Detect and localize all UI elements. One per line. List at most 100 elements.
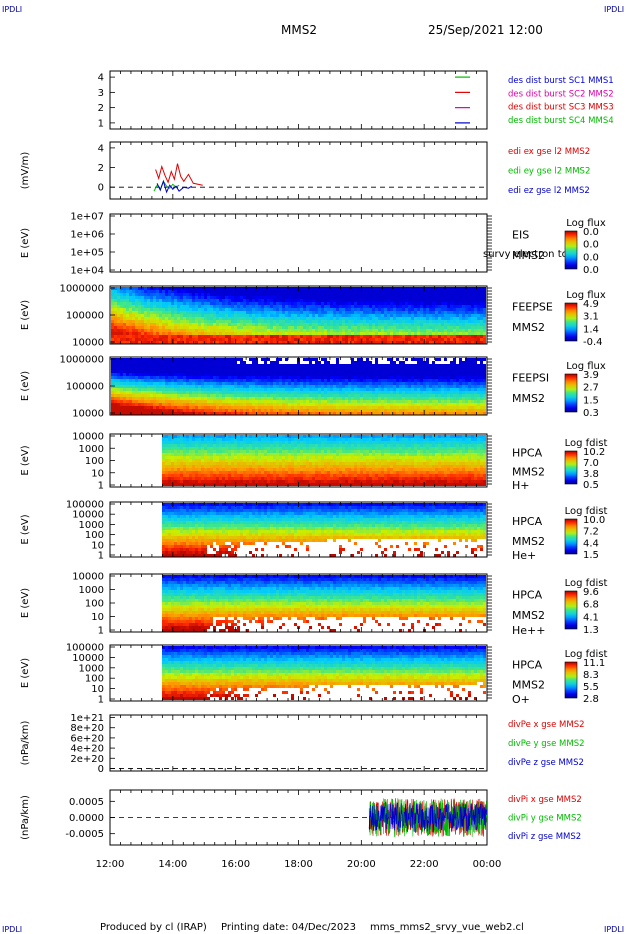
panel-feeps_i-cell [456,367,459,370]
panel-feeps_e-cell [459,290,462,293]
panel-feeps_e-cell [291,317,294,320]
panel-feeps_i-cell [468,382,471,385]
panel-feeps_i-cell [375,406,378,409]
panel-feeps_i-cell [285,370,288,373]
panel-feeps_e-cell [450,320,453,323]
panel-feeps_e-cell [198,299,201,302]
panel-feeps_i-cell [465,364,468,367]
panel-feeps_i-cell [345,388,348,391]
panel-feeps_e-cell [396,341,399,344]
panel-feeps_e-cell [357,290,360,293]
panel-feeps_i-cell [198,409,201,412]
panel-feeps_i-cell [192,397,195,400]
panel-feeps_i-cell [303,373,306,376]
panel-feeps_i-cell [201,382,204,385]
panel-feeps_i-cell [225,406,228,409]
panel-feeps_i-cell [126,394,129,397]
panel-feeps_i-cell [399,361,402,364]
panel-feeps_e-cell [198,341,201,344]
panel-feeps_i-cell [150,385,153,388]
panel-feeps_i-cell [183,364,186,367]
panel-feeps_i-cell [468,361,471,364]
panel-feeps_e-cell [279,317,282,320]
panel-feeps_e-cell [318,299,321,302]
panel-feeps_i-cell [255,397,258,400]
panel-feeps_i-cell [309,373,312,376]
panel-feeps_i-cell [195,397,198,400]
panel-feeps_i-cell [198,391,201,394]
panel-feeps_e-cell [399,329,402,332]
panel-feeps_e-cell [459,317,462,320]
panel-feeps_e-cell [321,299,324,302]
panel-feeps_i-cell [297,388,300,391]
panel-feeps_i-cell [225,391,228,394]
panel-feeps_i-cell [165,367,168,370]
panel-feeps_i-cell [243,370,246,373]
panel-feeps_i-cell [276,394,279,397]
panel-feeps_e-cell [114,293,117,296]
panel-feeps_e-cell [222,320,225,323]
panel-feeps_i-cell [459,373,462,376]
panel-feeps_e-cell [264,302,267,305]
panel-feeps_i-cell [258,367,261,370]
panel-feeps_e-cell [156,329,159,332]
panel-feeps_i-cell [384,388,387,391]
panel-feeps_i-cell [144,406,147,409]
panel-feeps_e-cell [315,320,318,323]
panel-feeps_i-cell [183,379,186,382]
panel-feeps_i-cell [426,370,429,373]
panel-feeps_e-cell [216,317,219,320]
panel-feeps_e-cell [285,287,288,290]
panel-feeps_e-cell [255,323,258,326]
panel-feeps_e-cell [201,335,204,338]
panel-feeps_e-cell [321,326,324,329]
panel-feeps_i-cell [180,379,183,382]
panel-feeps_i-cell [435,379,438,382]
panel-feeps_i-cell [150,370,153,373]
panel-feeps_e-cell [384,317,387,320]
panel-feeps_i-cell [246,376,249,379]
panel-feeps_i-cell [402,385,405,388]
panel-feeps_i-cell [303,388,306,391]
panel-feeps_e-cell [381,299,384,302]
panel-feeps_i-cell [360,364,363,367]
panel-feeps_e-cell [126,293,129,296]
panel-feeps_e-cell [192,326,195,329]
panel-feeps_e-cell [288,329,291,332]
panel-feeps_i-cell [360,394,363,397]
panel-feeps_e-cell [270,287,273,290]
panel-feeps_i-cell [150,373,153,376]
panel-feeps_i-cell [147,358,150,361]
panel-feeps_e-cell [234,308,237,311]
panel-feeps_e-cell [369,341,372,344]
panel-feeps_i-cell [204,391,207,394]
panel-feeps_i-cell [153,409,156,412]
panel-feeps_i-cell [303,403,306,406]
panel-feeps_i-cell [192,376,195,379]
panel-feeps_i-cell [189,397,192,400]
panel-feeps_i-cell [114,412,117,415]
panel-feeps_i-cell [288,373,291,376]
panel-feeps_e-cell [336,290,339,293]
panel-feeps_e-cell [132,314,135,317]
panel-feeps_e-cell [189,314,192,317]
panel-feeps_e-cell [417,320,420,323]
panel-feeps_i-cell [267,403,270,406]
panel-feeps_i-cell [351,367,354,370]
panel-feeps_e-cell [126,296,129,299]
panel-feeps_e-cell [480,335,483,338]
panel-feeps_e-cell [150,308,153,311]
panel-feeps_i-cell [126,364,129,367]
panel-feeps_i-cell [315,406,318,409]
panel-feeps_e-cell [456,299,459,302]
panel-feeps_i-cell [318,388,321,391]
panel-feeps_e-cell [261,302,264,305]
panel-feeps_i-cell [396,391,399,394]
panel-feeps_e-cell [288,326,291,329]
panel-feeps_e-cell [135,341,138,344]
panel-feeps_e-cell [204,311,207,314]
panel-feeps_i-cell [402,409,405,412]
panel-feeps_e-cell [462,308,465,311]
panel-feeps_e-cell [369,335,372,338]
panel-feeps_i-cell [132,358,135,361]
